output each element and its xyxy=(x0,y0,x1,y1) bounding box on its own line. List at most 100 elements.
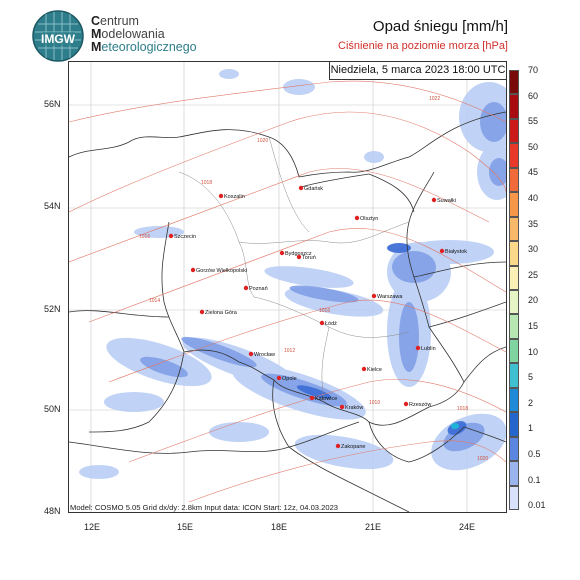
lon-label: 15E xyxy=(177,522,194,532)
colorbar-segment xyxy=(509,461,519,486)
lat-label: 54N xyxy=(44,201,61,211)
city-label: Poznań xyxy=(249,286,268,292)
city-label: Katowice xyxy=(315,396,337,402)
colorbar-segment xyxy=(509,216,519,242)
svg-text:1020: 1020 xyxy=(257,138,268,144)
institute-line-3: Meteorologicznego xyxy=(91,40,197,54)
city-label: Toruń xyxy=(302,255,316,261)
map-subtitle: Ciśnienie na poziomie morza [hPa] xyxy=(338,40,508,52)
city-dot xyxy=(248,351,254,357)
city-label: Zakopane xyxy=(341,444,365,450)
colorbar-segment xyxy=(509,290,519,315)
colorbar-label: 2 xyxy=(528,397,534,408)
city-dot xyxy=(339,404,345,410)
colorbar-segment xyxy=(509,338,519,364)
city-dot xyxy=(431,197,437,203)
imgw-logo: IMGW xyxy=(32,10,84,62)
institute-line-2: Modelowania xyxy=(91,27,165,41)
lat-label: 48N xyxy=(44,506,61,516)
city-label: Bydgoszcz xyxy=(285,251,312,257)
city-dot xyxy=(190,267,196,273)
city-dot xyxy=(354,215,360,221)
colorbar-label: 1 xyxy=(528,423,534,434)
colorbar-segment xyxy=(509,363,519,388)
map-area: 1022 1020 1018 1016 1014 1012 1010 1016 … xyxy=(68,61,507,513)
lon-label: 21E xyxy=(365,522,382,532)
colorbar-label: 0.01 xyxy=(528,500,546,511)
svg-text:1014: 1014 xyxy=(149,298,160,304)
city-label: Gorzów Wielkopolski xyxy=(196,268,247,274)
city-dot xyxy=(335,443,341,449)
city-label: Olsztyn xyxy=(360,216,378,222)
colorbar-segment xyxy=(509,94,519,119)
city-dot xyxy=(279,250,285,256)
city-label: Lublin xyxy=(421,346,436,352)
svg-text:1012: 1012 xyxy=(284,348,295,354)
colorbar xyxy=(509,70,519,510)
svg-text:1016: 1016 xyxy=(139,234,150,240)
borders xyxy=(69,111,506,512)
isobar-labels: 1022 1020 1018 1016 1014 1012 1010 1016 … xyxy=(139,96,488,462)
city-dot xyxy=(298,185,304,191)
colorbar-label: 40 xyxy=(528,193,539,203)
city-dot xyxy=(439,248,445,254)
city-label: Warszawa xyxy=(377,294,403,300)
city-label: Kraków xyxy=(345,405,363,411)
city-label: Koszalin xyxy=(224,194,245,200)
colorbar-segment xyxy=(509,167,519,193)
city-dot xyxy=(218,193,224,199)
city-dot xyxy=(309,395,315,401)
city-label: Szczecin xyxy=(174,234,196,240)
colorbar-segment xyxy=(509,412,519,437)
colorbar-label: 0.1 xyxy=(528,474,541,485)
city-label: Suwałki xyxy=(437,198,456,204)
colorbar-segment xyxy=(509,314,519,339)
snowfall-layer xyxy=(79,69,506,479)
city-dot xyxy=(319,320,325,326)
svg-text:1018: 1018 xyxy=(201,180,212,186)
colorbar-segment xyxy=(509,485,519,510)
lat-label: 50N xyxy=(44,404,61,414)
colorbar-segment xyxy=(509,265,519,290)
colorbar-segment xyxy=(509,192,519,217)
colorbar-segment xyxy=(509,241,519,266)
city-dot xyxy=(296,254,302,260)
city-label: Gdańsk xyxy=(304,186,323,192)
colorbar-label: 10 xyxy=(528,346,539,357)
colorbar-label: 30 xyxy=(528,244,539,255)
city-label: Opole xyxy=(282,376,297,382)
city-dot xyxy=(168,233,174,239)
colorbar-segment xyxy=(509,70,519,95)
lon-label: 18E xyxy=(271,522,288,532)
region-borders xyxy=(178,136,410,403)
svg-text:1010: 1010 xyxy=(369,400,380,406)
colorbar-label: 25 xyxy=(528,269,539,280)
city-label: Zielona Góra xyxy=(205,310,238,316)
map-title: Opad śniegu [mm/h] xyxy=(372,18,508,35)
colorbar-label: 35 xyxy=(528,218,539,229)
city-dot xyxy=(243,285,249,291)
svg-text:1022: 1022 xyxy=(429,96,440,102)
city-dot xyxy=(415,345,421,351)
city-label: Kielce xyxy=(367,367,382,373)
city-label: Białystok xyxy=(445,249,467,255)
lon-label: 12E xyxy=(84,522,101,532)
city-label: Rzeszów xyxy=(409,402,431,408)
colorbar-label: 45 xyxy=(528,167,539,178)
lat-label: 56N xyxy=(44,99,61,109)
lon-label: 24E xyxy=(459,522,476,532)
colorbar-segment xyxy=(509,387,519,413)
isobars xyxy=(69,80,506,503)
colorbar-label: 15 xyxy=(528,321,539,331)
colorbar-label: 50 xyxy=(528,141,539,152)
city-dot xyxy=(276,375,282,381)
valid-time-box: Niedziela, 5 marca 2023 18:00 UTC xyxy=(329,61,507,80)
colorbar-label: 20 xyxy=(528,295,539,306)
colorbar-label: 0.5 xyxy=(528,449,541,459)
city-label: Wrocław xyxy=(254,352,275,358)
institute-line-1: Centrum xyxy=(91,14,139,28)
colorbar-label: 55 xyxy=(528,116,539,127)
lat-label: 52N xyxy=(44,304,61,314)
colorbar-segment xyxy=(509,118,519,144)
city-dot xyxy=(403,401,409,407)
